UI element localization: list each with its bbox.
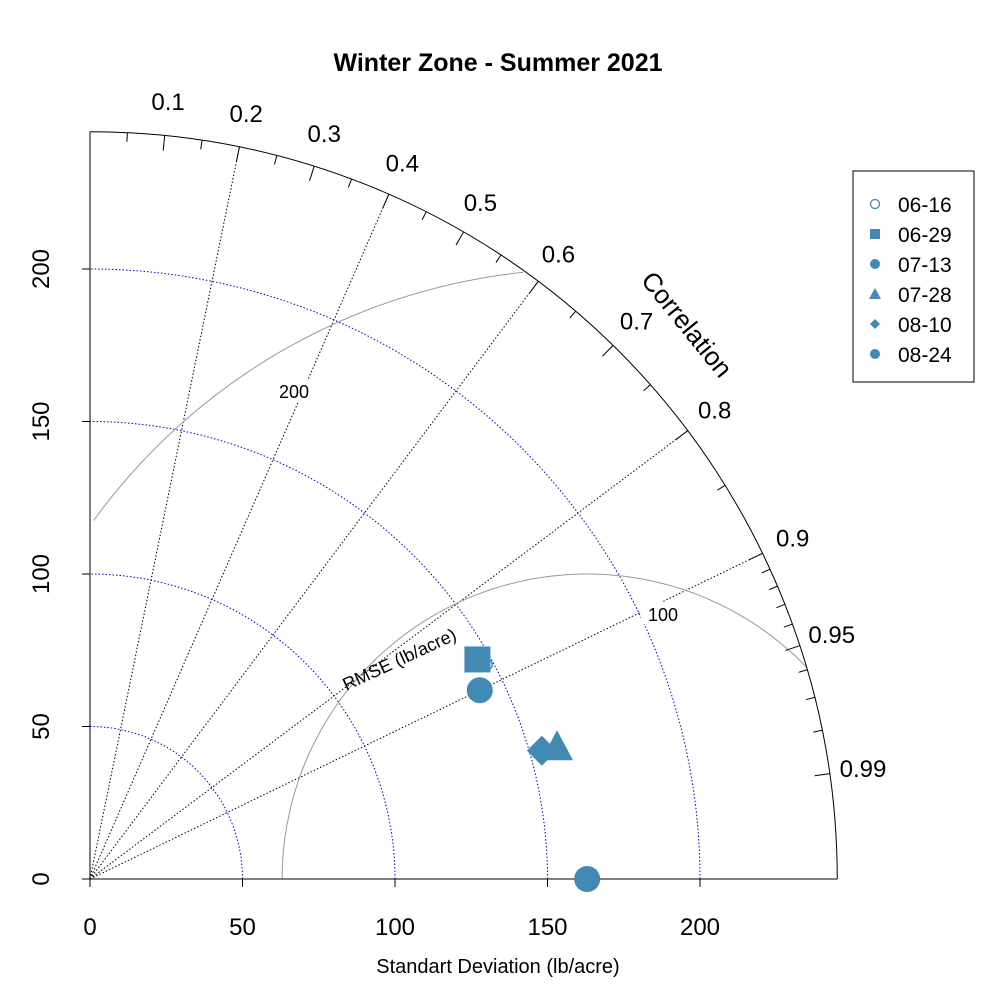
legend-label: 07-13 <box>898 254 952 277</box>
correlation-minor-tick <box>200 140 203 150</box>
correlation-gridline <box>89 280 539 880</box>
sd-gridline <box>89 268 701 880</box>
legend-label: 08-10 <box>898 314 952 337</box>
y-tick-label: 100 <box>28 554 55 594</box>
sd-gridline <box>89 573 396 880</box>
sd-gridline <box>89 726 243 880</box>
data-points <box>464 646 601 892</box>
rmse-contour <box>281 573 807 880</box>
correlation-tick <box>162 135 166 151</box>
rmse-contour-label-bg <box>641 602 685 624</box>
correlation-tick <box>235 146 240 162</box>
legend-marker-06-16 <box>869 198 881 210</box>
rmse-contour-label-bg <box>272 379 316 401</box>
correlation-tick <box>528 280 539 294</box>
x-tick-label: 0 <box>83 914 96 941</box>
legend-label: 08-24 <box>898 344 952 367</box>
correlation-minor-tick <box>495 254 502 263</box>
legend: 06-16 06-29 07-13 07-28 08-10 08-24 <box>852 170 975 383</box>
correlation-minor-tick <box>569 310 577 319</box>
correlation-minor-tick <box>805 696 815 701</box>
correlation-tick-label: 0.7 <box>620 308 653 335</box>
rmse-label: RMSE (lb/acre) <box>339 625 459 695</box>
y-tick-label: 150 <box>28 401 55 441</box>
correlation-tick-label: 0.4 <box>386 150 419 177</box>
legend-marker-06-29 <box>870 229 880 239</box>
correlation-tick-label: 0.9 <box>776 526 809 553</box>
correlation-tick-label: 0.6 <box>542 241 575 268</box>
correlation-tick-label: 0.95 <box>808 622 855 649</box>
correlation-minor-tick <box>717 484 726 491</box>
x-axis-label: Standart Deviation (lb/acre) <box>376 956 619 978</box>
legend-label: 06-16 <box>898 194 952 217</box>
correlation-tick-label: 0.1 <box>151 89 184 116</box>
x-tick-label: 100 <box>375 914 415 941</box>
correlation-minor-tick <box>347 178 353 188</box>
legend-marker-07-13 <box>870 259 880 269</box>
correlation-tick <box>309 166 315 181</box>
correlation-minor-tick <box>274 155 278 165</box>
legend-marker-08-10 <box>870 319 880 329</box>
correlation-tick-label: 0.99 <box>840 756 887 783</box>
data-point-07-13 <box>466 677 493 704</box>
chart-title: Winter Zone - Summer 2021 <box>333 49 662 77</box>
data-point-08-24 <box>574 866 601 892</box>
legend-label: 07-28 <box>898 284 952 307</box>
correlation-minor-tick <box>813 729 823 733</box>
correlation-tick <box>814 773 830 777</box>
correlation-tick <box>675 430 689 441</box>
legend-marker-08-24 <box>870 349 880 359</box>
rmse-contour-label: 200 <box>279 382 309 402</box>
data-point-06-29 <box>464 646 491 673</box>
correlation-minor-tick <box>783 623 793 628</box>
correlation-tick <box>748 552 763 561</box>
correlation-minor-tick <box>421 211 427 221</box>
correlation-tick-label: 0.8 <box>698 398 731 425</box>
data-point-08-10 <box>526 735 557 766</box>
correlation-minor-tick <box>768 585 778 591</box>
correlation-tick-label: 0.5 <box>464 190 497 217</box>
correlation-tick <box>382 193 390 209</box>
correlation-tick <box>785 645 801 651</box>
correlation-arc <box>89 131 838 880</box>
legend-marker-07-28 <box>869 288 881 299</box>
correlation-minor-tick <box>776 603 786 609</box>
correlation-gridline <box>89 146 240 880</box>
grid-layer: 100 200 <box>89 146 807 880</box>
x-tick-label: 150 <box>527 914 567 941</box>
sd-gridline <box>89 421 548 880</box>
correlation-tick-label: 0.3 <box>308 121 341 148</box>
correlation-minor-tick <box>798 669 808 673</box>
rmse-contour-label: 100 <box>648 605 678 625</box>
rmse-contour <box>93 271 524 521</box>
correlation-minor-tick <box>761 568 771 574</box>
x-tick-label: 50 <box>229 914 256 941</box>
axes-layer: 0 0 50 50 100 100 150 150 200 200 0.1 0.2 0.3 0.4 0.5 0… <box>28 89 886 941</box>
correlation-tick-label: 0.2 <box>229 101 262 128</box>
y-tick-label: 50 <box>28 713 55 740</box>
correlation-tick <box>455 231 465 246</box>
y-tick-label: 200 <box>28 249 55 289</box>
legend-label: 06-29 <box>898 224 952 247</box>
correlation-minor-tick <box>643 384 651 392</box>
y-tick-label: 0 <box>28 872 55 885</box>
correlation-tick <box>602 345 614 357</box>
x-tick-label: 200 <box>680 914 720 941</box>
correlation-gridline <box>89 193 390 880</box>
